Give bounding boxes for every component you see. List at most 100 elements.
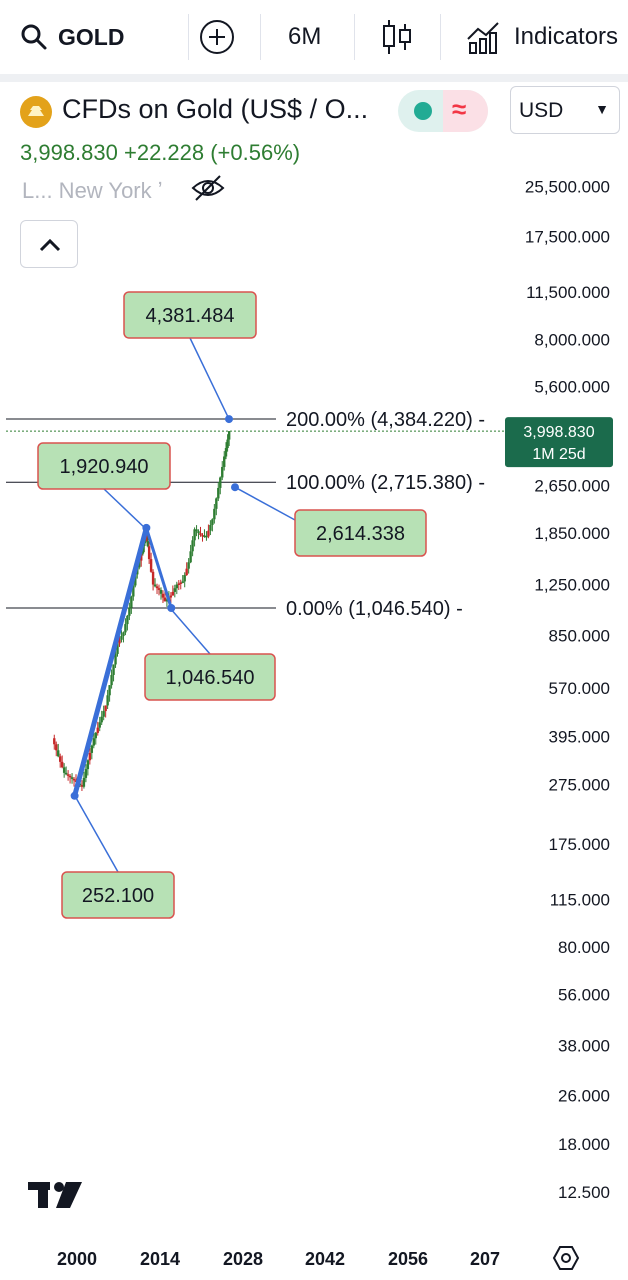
search-icon: [21, 24, 47, 50]
candle-body: [169, 595, 173, 598]
candle-body: [165, 599, 169, 602]
candle-body: [215, 498, 218, 509]
candle-body: [92, 738, 95, 746]
market-status-pill[interactable]: ≈: [398, 90, 488, 132]
candle-body: [84, 769, 88, 778]
indicators-button[interactable]: Indicators: [466, 0, 618, 74]
chevron-down-icon: ▼: [595, 101, 609, 117]
y-axis-tick-label: 115.000: [550, 890, 610, 909]
candle-body: [108, 685, 111, 696]
candle-body: [70, 777, 74, 779]
candle-body: [157, 588, 161, 590]
y-axis-tick-label: 38.000: [558, 1036, 610, 1055]
price-callout-box: [123, 291, 257, 339]
last-price-label: 3,998.830: [523, 424, 594, 441]
x-axis-tick-label: 2000: [57, 1249, 97, 1269]
candle-body: [187, 562, 190, 569]
price-change-line: 3,998.830 +22.228 (+0.56%): [20, 140, 301, 165]
indicators-icon: [467, 22, 499, 54]
logo-part: [38, 1182, 48, 1208]
candle-body: [66, 774, 70, 776]
candle-body: [130, 596, 133, 608]
candle-body: [104, 705, 107, 712]
last-price-badge: [505, 417, 613, 468]
candle-body: [110, 674, 113, 686]
trend-point: [70, 791, 79, 800]
candle-body: [116, 643, 119, 654]
price-callout-box: [294, 509, 427, 557]
currency-select[interactable]: USD ▼: [510, 86, 620, 134]
candle-body: [122, 632, 125, 637]
candle-body: [146, 535, 149, 542]
candle-body: [82, 777, 86, 787]
settings-hexagon-icon[interactable]: [552, 1246, 580, 1270]
candle-body: [221, 466, 224, 478]
symbol-search-button[interactable]: GOLD: [20, 0, 124, 74]
candle-body: [159, 589, 163, 594]
y-axis-tick-label: 5,600.000: [534, 378, 610, 397]
candle-body: [62, 767, 66, 773]
y-axis-tick-label: 25,500.000: [525, 178, 610, 197]
y-axis-tick-label: 1,850.000: [534, 524, 610, 543]
y-axis-tick-label: 850.000: [549, 626, 610, 645]
candle-body: [223, 456, 226, 467]
candle-body: [118, 639, 121, 644]
collapse-legend-button[interactable]: [20, 220, 78, 268]
candle-body: [199, 533, 202, 535]
y-axis-tick-label: 11,500.000: [526, 283, 610, 302]
candle-body: [181, 581, 184, 583]
candle-body: [195, 529, 198, 532]
trend-point: [142, 523, 151, 532]
candle-body: [98, 722, 101, 728]
y-axis-tick-label: 175.000: [549, 835, 610, 854]
candle-body: [217, 487, 220, 499]
candle-body: [155, 586, 159, 589]
candle-body: [149, 559, 153, 572]
y-axis-tick-label: 395.000: [549, 728, 610, 747]
compare-button[interactable]: [198, 0, 236, 74]
callout-connector: [103, 488, 147, 530]
candle-body: [90, 745, 94, 753]
price-callout-label: 2,614.338: [316, 523, 405, 545]
candle-body: [205, 535, 208, 538]
symbol-title[interactable]: CFDs on Gold (US$ / O...: [62, 94, 369, 124]
y-axis-tick-label: 2,650.000: [534, 476, 610, 495]
logo-part: [56, 1182, 82, 1208]
candle-body: [102, 711, 105, 717]
candle-body: [173, 588, 177, 592]
candle-body: [177, 583, 180, 586]
candle-body: [80, 785, 84, 787]
candle-body: [171, 591, 175, 596]
candle-body: [134, 574, 137, 586]
price-callout-label: 4,381.484: [146, 305, 235, 327]
hide-eye-icon[interactable]: [190, 174, 226, 207]
y-axis-tick-label: 17,500.000: [525, 227, 610, 246]
toolbar-divider: [0, 74, 628, 82]
x-axis-tick-label: 2014: [140, 1249, 180, 1269]
x-axis-tick-label: 2028: [223, 1249, 263, 1269]
candle-body: [183, 575, 186, 582]
trend-point: [167, 604, 176, 612]
candle-body: [153, 584, 157, 587]
candle-body: [213, 508, 216, 520]
candlestick-icon: [383, 20, 411, 54]
candle-body: [175, 584, 178, 589]
tradingview-logo-icon: [28, 1182, 82, 1208]
candle-body: [147, 546, 151, 560]
y-axis-tick-label: 18.000: [558, 1135, 610, 1154]
session-label: L... New York ʼ: [22, 178, 163, 203]
bar-countdown-label: 1M 25d: [532, 446, 585, 463]
candle-body: [151, 571, 155, 585]
candle-body: [211, 519, 214, 526]
candle-body: [207, 530, 210, 537]
chart-type-button[interactable]: [380, 0, 414, 74]
candle-body: [132, 585, 135, 597]
callout-connector: [74, 795, 119, 873]
candle-body: [94, 732, 97, 739]
currency-label: USD: [519, 99, 564, 122]
candle-body: [124, 624, 127, 633]
price-callout-label: 1,046.540: [166, 667, 255, 689]
symbol-label: GOLD: [58, 23, 125, 50]
interval-button[interactable]: 6M: [288, 0, 321, 74]
